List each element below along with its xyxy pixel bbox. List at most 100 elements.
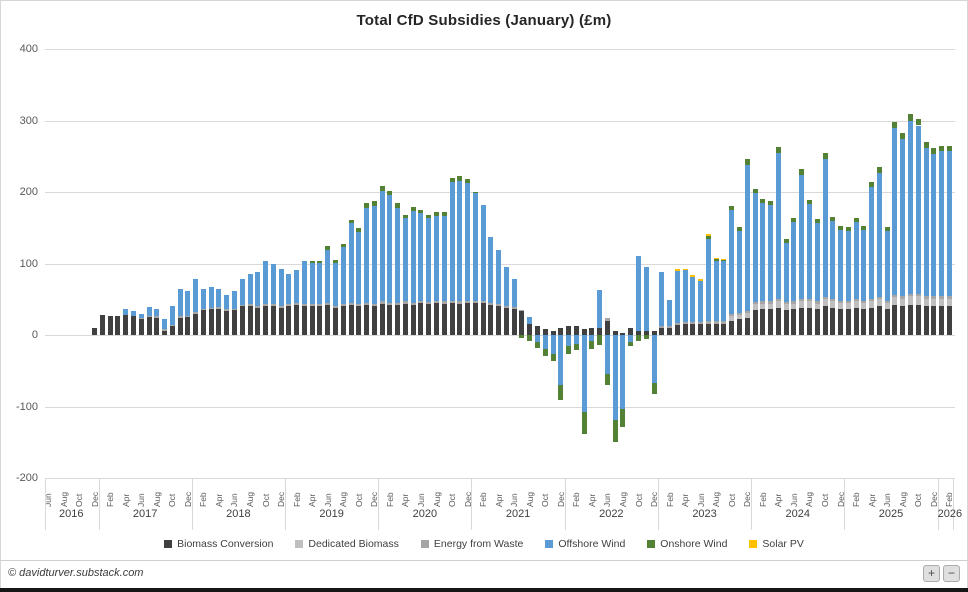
bar-segment-biomass_conversion xyxy=(224,310,230,335)
bar-segment-solar_pv xyxy=(682,268,688,270)
bar-segment-onshore_wind xyxy=(768,200,774,205)
bar-segment-biomass_conversion xyxy=(705,323,711,335)
year-separator xyxy=(953,478,955,530)
bar-segment-offshore_wind xyxy=(760,203,766,302)
bar-segment-energy_from_waste xyxy=(830,299,836,302)
bar-segment-onshore_wind xyxy=(558,385,564,401)
bar-segment-energy_from_waste xyxy=(853,299,859,302)
bar-segment-offshore_wind xyxy=(146,307,152,316)
bar-segment-biomass_conversion xyxy=(465,302,471,335)
bar-segment-offshore_wind xyxy=(612,335,618,421)
chart-title: Total CfD Subsidies (January) (£m) xyxy=(356,12,612,29)
bar-segment-biomass_conversion xyxy=(402,303,408,335)
bar-segment-offshore_wind xyxy=(698,280,704,323)
bar-segment-biomass_conversion xyxy=(193,313,199,335)
bar-segment-biomass_conversion xyxy=(395,304,401,335)
y-axis-tick-label: 200 xyxy=(19,186,38,198)
bar-segment-energy_from_waste xyxy=(387,302,393,305)
bar-segment-onshore_wind xyxy=(395,203,401,208)
bar-segment-biomass_conversion xyxy=(503,307,509,335)
bar-segment-onshore_wind xyxy=(946,145,952,152)
bar-segment-biomass_conversion xyxy=(651,331,657,335)
bar-segment-onshore_wind xyxy=(364,203,370,208)
bar-segment-onshore_wind xyxy=(332,259,338,263)
bar-segment-onshore_wind xyxy=(737,227,743,231)
bar-segment-onshore_wind xyxy=(939,145,945,152)
bar-segment-dedicated_biomass xyxy=(923,298,929,307)
bar-segment-offshore_wind xyxy=(791,222,797,302)
bar-segment-energy_from_waste xyxy=(371,304,377,307)
bar-segment-offshore_wind xyxy=(301,261,307,305)
legend-label: Energy from Waste xyxy=(433,538,524,550)
bar-segment-offshore_wind xyxy=(286,273,292,305)
bar-segment-biomass_conversion xyxy=(472,302,478,335)
x-tick-label: Oct xyxy=(353,493,364,507)
bar-segment-onshore_wind xyxy=(729,206,735,210)
bar-segment-biomass_conversion xyxy=(713,323,719,335)
x-tick-label: Aug xyxy=(897,491,908,507)
bar-segment-offshore_wind xyxy=(659,272,665,326)
bar-segment-dedicated_biomass xyxy=(744,312,750,318)
bar-segment-biomass_conversion xyxy=(907,304,913,335)
bar-segment-onshore_wind xyxy=(604,374,610,386)
bar-segment-onshore_wind xyxy=(760,199,766,204)
x-tick-label: Feb xyxy=(664,492,675,507)
bar-segment-energy_from_waste xyxy=(418,300,424,303)
bar-segment-offshore_wind xyxy=(457,180,463,302)
bar-segment-onshore_wind xyxy=(876,166,882,173)
bar-segment-energy_from_waste xyxy=(309,303,315,306)
bar-segment-energy_from_waste xyxy=(434,300,439,303)
bar-segment-dedicated_biomass xyxy=(775,301,781,308)
bar-segment-dedicated_biomass xyxy=(799,301,805,308)
bar-segment-offshore_wind xyxy=(231,291,237,309)
bar-segment-onshore_wind xyxy=(869,181,875,187)
bar-segment-energy_from_waste xyxy=(185,315,191,318)
bar-segment-biomass_conversion xyxy=(566,325,572,335)
bar-segment-biomass_conversion xyxy=(791,309,797,335)
x-axis-year-label: 2018 xyxy=(226,508,251,520)
bar-segment-onshore_wind xyxy=(620,408,626,427)
bar-segment-energy_from_waste xyxy=(379,301,385,304)
x-tick-label: Oct xyxy=(633,493,644,507)
bar-segment-onshore_wind xyxy=(931,148,937,155)
bar-segment-onshore_wind xyxy=(527,335,533,341)
bar-segment-biomass_conversion xyxy=(737,319,743,335)
bar-segment-offshore_wind xyxy=(410,210,416,303)
bar-segment-offshore_wind xyxy=(814,222,820,302)
bar-segment-offshore_wind xyxy=(200,289,206,309)
bar-segment-biomass_conversion xyxy=(317,306,323,335)
bar-segment-offshore_wind xyxy=(356,232,362,305)
bar-segment-onshore_wind xyxy=(325,246,331,250)
bar-segment-onshore_wind xyxy=(597,335,603,345)
bar-segment-solar_pv xyxy=(690,274,696,278)
bar-segment-biomass_conversion xyxy=(527,324,533,335)
zoom-in-button[interactable]: + xyxy=(923,565,940,582)
bar-segment-dedicated_biomass xyxy=(946,298,952,307)
legend-swatch-dedicated_biomass xyxy=(295,540,304,548)
bar-segment-energy_from_waste xyxy=(713,321,719,324)
bar-segment-energy_from_waste xyxy=(511,307,517,310)
bar-segment-energy_from_waste xyxy=(737,312,743,315)
bar-segment-onshore_wind xyxy=(465,179,471,184)
x-tick-label: Apr xyxy=(307,493,318,507)
bar-segment-onshore_wind xyxy=(418,209,424,214)
y-axis-tick-label: 0 xyxy=(31,329,38,341)
bar-segment-offshore_wind xyxy=(465,183,471,301)
legend-item-biomass_conversion: Biomass Conversion xyxy=(164,538,273,550)
bar-segment-offshore_wind xyxy=(270,263,276,305)
legend-item-solar_pv: Solar PV xyxy=(749,538,804,550)
bar-segment-offshore_wind xyxy=(713,260,719,322)
bar-segment-offshore_wind xyxy=(744,164,750,311)
x-tick-label: Aug xyxy=(151,491,162,507)
bar-segment-biomass_conversion xyxy=(946,306,952,335)
y-axis-tick-label: -200 xyxy=(15,472,38,484)
x-tick-label: Jun xyxy=(322,493,333,507)
bar-segment-offshore_wind xyxy=(939,151,945,297)
x-tick-label: Oct xyxy=(913,493,924,507)
x-tick-label: Jun xyxy=(882,493,893,507)
bar-segment-offshore_wind xyxy=(892,128,898,295)
bar-segment-energy_from_waste xyxy=(162,329,168,331)
bar-segment-offshore_wind xyxy=(216,289,222,308)
zoom-out-button[interactable]: − xyxy=(943,565,960,582)
bar-segment-energy_from_waste xyxy=(278,305,284,308)
